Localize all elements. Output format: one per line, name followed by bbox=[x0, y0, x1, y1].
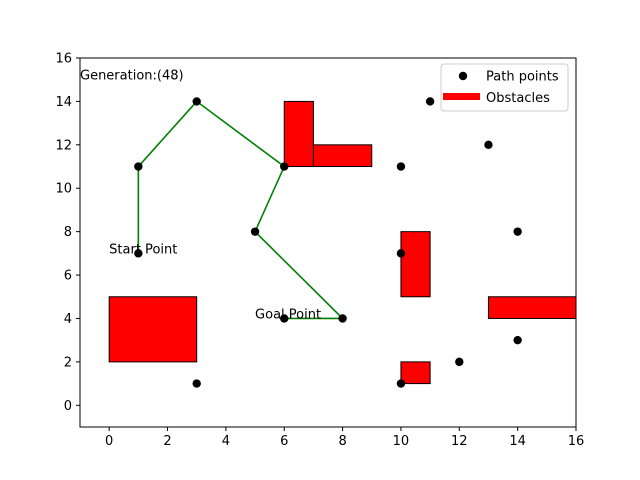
obstacle bbox=[312, 144, 373, 168]
y-tick-label: 0 bbox=[64, 399, 72, 414]
x-tick-label: 0 bbox=[105, 434, 113, 449]
legend-label-obstacles: Obstacles bbox=[486, 91, 550, 106]
path-points-layer bbox=[134, 97, 522, 388]
y-tick-label: 16 bbox=[55, 52, 72, 67]
x-tick-label: 6 bbox=[280, 434, 288, 449]
x-tick-label: 10 bbox=[393, 434, 410, 449]
x-tick-label: 16 bbox=[568, 434, 585, 449]
obstacle bbox=[400, 231, 431, 298]
path-point bbox=[396, 249, 406, 258]
legend-label-path-points: Path points bbox=[486, 70, 559, 85]
x-tick-label: 4 bbox=[222, 434, 230, 449]
path-point bbox=[513, 335, 522, 345]
y-tick-label: 2 bbox=[64, 355, 72, 370]
path-point bbox=[250, 227, 260, 236]
annotation-label: Start Point bbox=[109, 242, 177, 257]
x-tick-label: 8 bbox=[338, 434, 346, 449]
y-tick-label: 12 bbox=[55, 138, 72, 153]
y-tick-label: 10 bbox=[55, 182, 72, 197]
obstacle bbox=[283, 100, 314, 168]
y-tick-label: 4 bbox=[64, 312, 72, 327]
path-point bbox=[134, 249, 143, 258]
legend: Path points Obstacles bbox=[440, 63, 569, 112]
obstacle bbox=[487, 296, 577, 319]
axes-frame bbox=[79, 57, 577, 428]
annotation-label: Goal Point bbox=[255, 307, 321, 322]
y-tick-label: 8 bbox=[64, 225, 72, 240]
legend-marker-obstacles bbox=[443, 93, 480, 100]
path-point bbox=[280, 314, 289, 323]
path-point bbox=[192, 97, 201, 106]
path-point bbox=[513, 227, 522, 236]
path-point bbox=[280, 162, 289, 171]
path-point bbox=[338, 314, 347, 323]
y-tick-label: 6 bbox=[64, 269, 72, 284]
x-axis-ticks: 0 2 4 6 8 10 12 14 16 bbox=[105, 427, 584, 449]
x-tick-label: 14 bbox=[509, 434, 526, 449]
obstacle bbox=[400, 361, 431, 385]
path-point bbox=[134, 162, 143, 171]
path-point bbox=[425, 97, 435, 106]
y-tick-label: 14 bbox=[55, 95, 72, 110]
y-axis-ticks: 0 2 4 6 8 10 12 14 16 bbox=[55, 52, 80, 414]
path-point bbox=[484, 140, 493, 150]
path-point bbox=[396, 162, 406, 171]
x-tick-label: 2 bbox=[163, 434, 171, 449]
annotations-layer: Generation:(48) Start Point Goal Point bbox=[80, 69, 321, 323]
path-point bbox=[396, 379, 406, 388]
path-point bbox=[455, 357, 464, 367]
annotation-label: Generation:(48) bbox=[80, 69, 184, 84]
legend-marker-path-points bbox=[458, 71, 468, 81]
x-tick-label: 12 bbox=[451, 434, 468, 449]
path-point bbox=[192, 379, 201, 388]
obstacle bbox=[108, 296, 198, 363]
obstacles-layer bbox=[108, 100, 577, 385]
